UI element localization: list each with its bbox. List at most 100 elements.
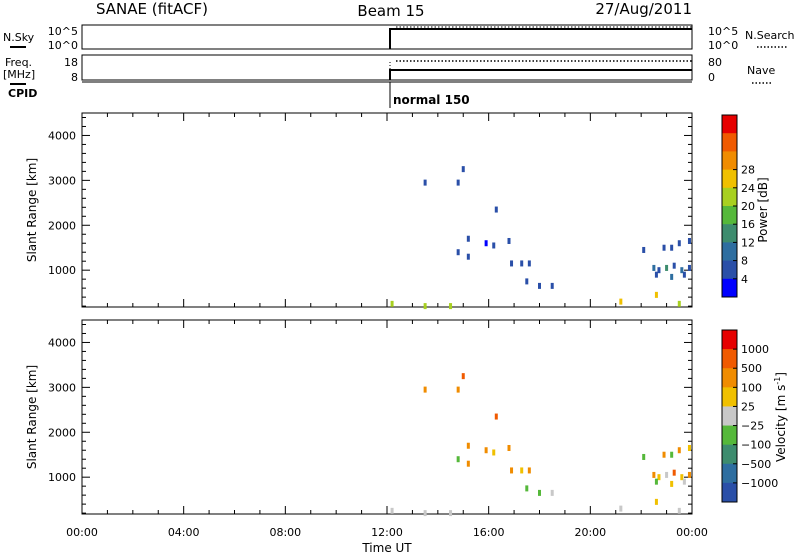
velocity-data-point (390, 507, 394, 514)
velocity-data-point (494, 413, 498, 420)
nsearch-tick-top: 10^5 (708, 25, 738, 38)
velocity-data-point (619, 505, 623, 512)
power-data-point (494, 206, 498, 213)
power-colorbar-tick-label: 12 (741, 236, 755, 249)
x-tick-labels: 00:00 04:00 08:00 12:00 16:00 20:00 00:00 (66, 526, 708, 539)
velocity-data-point (677, 507, 681, 514)
power-y-tick-label: 3000 (48, 174, 76, 187)
power-colorbar-tick-label: 20 (741, 200, 755, 213)
power-data-point (510, 260, 514, 267)
power-data-point (461, 166, 465, 173)
power-y-tick-label: 1000 (48, 264, 76, 277)
power-data-point (520, 260, 524, 267)
x-tick-label: 04:00 (168, 526, 200, 539)
power-x-ticks (81, 113, 693, 307)
velocity-data-point (687, 444, 691, 451)
power-data-point (682, 271, 686, 278)
power-data-point (550, 282, 554, 289)
velocity-data-point (654, 478, 658, 485)
power-y-tick-label: 2000 (48, 219, 76, 232)
velocity-data-point (520, 467, 524, 474)
nave-tick-bottom: 0 (708, 71, 715, 84)
velocity-colorbar-text: Velocity [m s (774, 385, 788, 462)
nsky-tick-top: 10^5 (48, 25, 78, 38)
power-data-point (657, 267, 661, 274)
x-tick-label: 20:00 (574, 526, 606, 539)
velocity-data-point (670, 480, 674, 487)
velocity-y-tick-label: 3000 (48, 381, 76, 394)
power-colorbar-tick-label: 24 (741, 182, 755, 195)
power-data-point (466, 235, 470, 242)
power-colorbar-tick-label: 16 (741, 218, 755, 231)
velocity-data-point (670, 451, 674, 458)
velocity-y-tick-label: 4000 (48, 336, 76, 349)
velocity-data-point (527, 467, 531, 474)
power-colorbar-tick-label: 8 (741, 255, 748, 268)
velocity-y-ticks: 1000 2000 3000 4000 (48, 323, 692, 514)
power-data-point (687, 264, 691, 271)
power-data-point (525, 278, 529, 285)
x-tick-label: 08:00 (269, 526, 301, 539)
power-data-point (484, 240, 488, 247)
power-data-point (687, 237, 691, 244)
velocity-data-point (466, 442, 470, 449)
power-data-point (456, 249, 460, 256)
power-colorbar-segment (722, 151, 737, 171)
velocity-colorbar-tick-label: 100 (741, 381, 762, 394)
velocity-data-point (662, 451, 666, 458)
power-data-point (662, 244, 666, 251)
power-ylabel: Slant Range [km] (25, 158, 39, 262)
power-data-point (449, 303, 453, 310)
velocity-data-point (665, 471, 669, 478)
power-data-point (423, 303, 427, 310)
velocity-data-point (525, 485, 529, 492)
power-colorbar-segment (722, 260, 737, 280)
power-data-point (527, 260, 531, 267)
power-y-tick-label: 4000 (48, 129, 76, 142)
x-tick-label: 00:00 (676, 526, 708, 539)
velocity-colorbar-segment (722, 368, 737, 388)
power-colorbar-segment (722, 206, 737, 225)
freq-series (389, 69, 692, 80)
freq-tick-top: 18 (64, 56, 78, 69)
velocity-colorbar-segment (722, 330, 737, 350)
power-data-point (680, 267, 684, 274)
freq-unit: [MHz] (3, 68, 35, 81)
velocity-ylabel: Slant Range [km] (25, 365, 39, 469)
nsky-panel (81, 24, 693, 50)
power-data-point (677, 240, 681, 247)
power-colorbar-segment (722, 187, 737, 207)
velocity-colorbar-segment (722, 349, 737, 369)
power-data-point (507, 237, 511, 244)
power-data-point (654, 291, 658, 298)
velocity-x-ticks (81, 320, 693, 514)
nave-tick-top: 80 (708, 56, 722, 69)
power-data-point (654, 271, 658, 278)
power-data-point (492, 242, 496, 249)
power-colorbar-segment (722, 242, 737, 262)
power-colorbar-label: Power [dB] (756, 177, 770, 242)
velocity-data-point (550, 489, 554, 496)
velocity-colorbar-tick-label: 500 (741, 362, 762, 375)
velocity-colorbar-segment (722, 406, 737, 427)
velocity-data-point (492, 449, 496, 456)
power-data-point (670, 244, 674, 251)
velocity-data-point (456, 456, 460, 463)
velocity-colorbar-tick-label: 25 (741, 400, 755, 413)
x-tick-label: 00:00 (66, 526, 98, 539)
velocity-data-point (682, 478, 686, 485)
power-data-point (642, 246, 646, 253)
velocity-panel (81, 319, 693, 515)
power-colorbar: 4 8 12 16 20 24 28 (721, 114, 755, 298)
velocity-colorbar-outline (721, 329, 738, 503)
velocity-data-point (456, 386, 460, 393)
velocity-points (390, 373, 691, 517)
power-colorbar-segment (722, 133, 737, 152)
velocity-colorbar-label: Velocity [m s-1] (773, 372, 788, 462)
power-data-point (619, 298, 623, 305)
power-data-point (652, 264, 656, 271)
velocity-data-point (642, 453, 646, 460)
power-data-point (670, 273, 674, 280)
power-data-point (672, 262, 676, 269)
nsearch-tick-bottom: 10^0 (708, 39, 738, 52)
